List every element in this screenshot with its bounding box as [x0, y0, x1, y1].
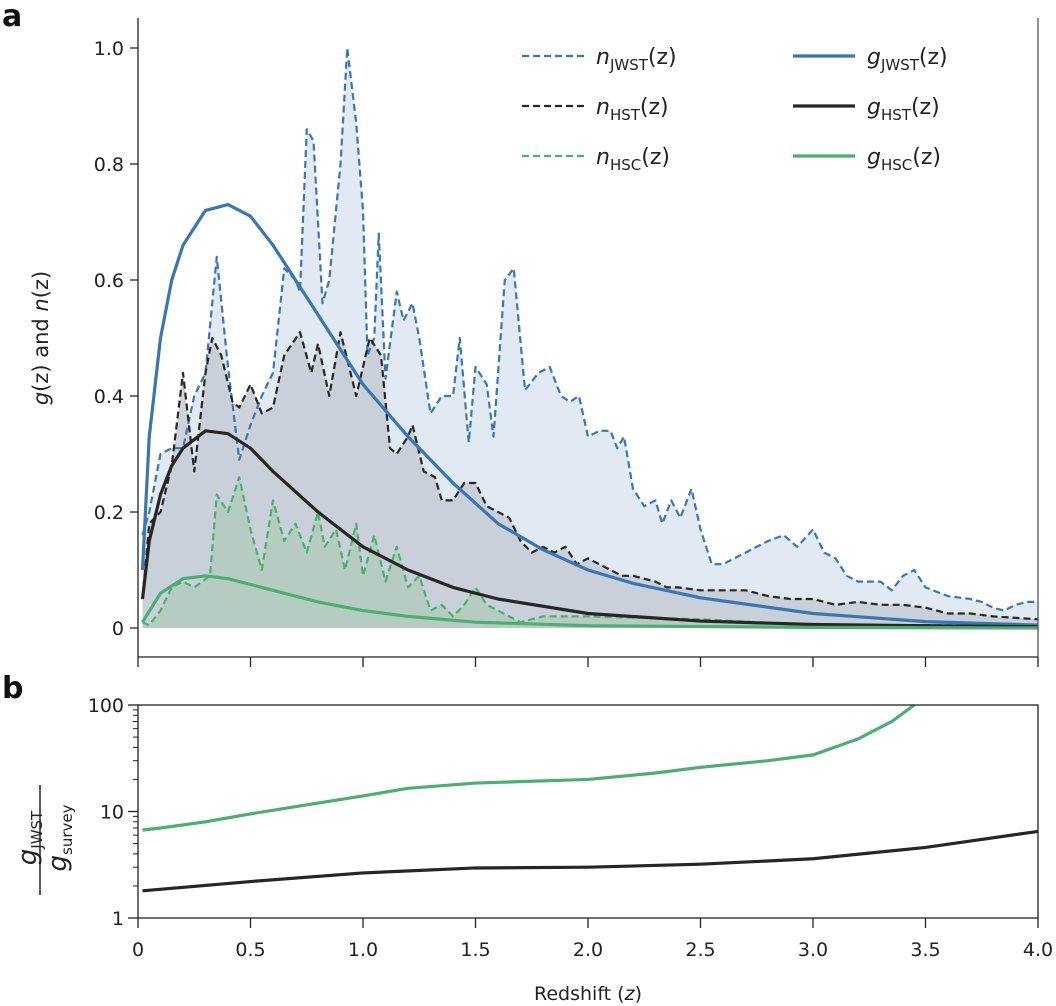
legend-label-n-hsc: nHSC(z)	[596, 145, 670, 174]
legend-symbol: n	[596, 45, 610, 70]
y-tick-label: 0.2	[94, 502, 124, 524]
legend-argument: (z)	[640, 95, 669, 120]
legend-subscript: HSC	[610, 156, 641, 174]
legend-subscript: JWST	[609, 56, 649, 74]
legend-label-n-hst: nHST(z)	[596, 95, 669, 124]
legend-argument: (z)	[912, 145, 941, 170]
legend-symbol: g	[867, 45, 881, 70]
x-tick-label: 3.0	[798, 939, 828, 961]
panel-label-a: a	[2, 0, 22, 34]
legend-label-g-jwst: gJWST(z)	[867, 45, 948, 74]
y-tick-label: 0	[112, 618, 124, 640]
panel-a-ylabel: g(z) and n(z)	[29, 271, 53, 405]
y-tick-label: 1	[112, 908, 124, 930]
legend-label-g-hsc: gHSC(z)	[867, 145, 941, 174]
panel-b-ylabel: gJWST gsurvey	[13, 785, 76, 895]
panel-b-xlabel: Redshift (z)	[534, 983, 642, 1005]
x-tick-label: 1.0	[348, 939, 378, 961]
series-line-n-jwst	[141, 46, 1038, 612]
legend-subscript: JWST	[880, 56, 920, 74]
series-line-n-hsc	[142, 476, 1038, 627]
series-line-g-jwst	[140, 203, 1039, 627]
y-tick-label: 10	[100, 802, 124, 824]
panel-b-plot: 1 10 100 0 0.5 1.0 1.5 2.0 2.5 3.0 3.5 4.0	[88, 695, 1053, 961]
ratio-line-hsc	[142, 705, 916, 832]
legend-symbol: n	[596, 145, 610, 170]
x-tick-label: 0	[132, 939, 144, 961]
area-fill-hsc	[142, 477, 1038, 628]
area-fill-hst	[142, 332, 1038, 628]
legend-argument: (z)	[911, 95, 940, 120]
legend-label-g-hst: gHST(z)	[867, 95, 940, 124]
x-tick-label: 2.5	[685, 939, 715, 961]
legend-subscript: HST	[881, 106, 912, 124]
y-tick-label: 0.8	[94, 154, 124, 176]
y-tick-label: 0.6	[94, 270, 124, 292]
legend-subscript: HST	[610, 106, 641, 124]
x-tick-label: 1.5	[460, 939, 490, 961]
legend-symbol: n	[596, 95, 610, 120]
legend-label-n-jwst: nJWST(z)	[596, 45, 677, 74]
panel-label-b: b	[2, 671, 23, 706]
y-tick-label: 1.0	[94, 38, 124, 60]
legend-argument: (z)	[648, 45, 677, 70]
y-tick-label: 0.4	[94, 386, 124, 408]
x-tick-label: 3.5	[910, 939, 940, 961]
legend-symbol: g	[867, 145, 881, 170]
svg-text:gJWST: gJWST	[13, 810, 46, 865]
legend-argument: (z)	[919, 45, 948, 70]
legend-argument: (z)	[641, 145, 670, 170]
ratio-line-hst	[142, 829, 1038, 893]
legend: nJWST(z)nHST(z)nHSC(z)gJWST(z)gHST(z)gHS…	[522, 45, 948, 174]
svg-text:gsurvey: gsurvey	[43, 804, 76, 871]
series-line-g-hsc	[141, 574, 1039, 630]
x-tick-label: 2.0	[573, 939, 603, 961]
series-line-n-hst	[141, 331, 1039, 621]
series-line-g-hst	[140, 429, 1039, 629]
panel-a-plot: 0 0.2 0.4 0.6 0.8 1.0	[94, 18, 1039, 667]
legend-symbol: g	[867, 95, 881, 120]
legend-subscript: HSC	[881, 156, 912, 174]
x-tick-label: 4.0	[1023, 939, 1053, 961]
x-tick-label: 0.5	[235, 939, 265, 961]
y-tick-label: 100	[88, 695, 124, 717]
